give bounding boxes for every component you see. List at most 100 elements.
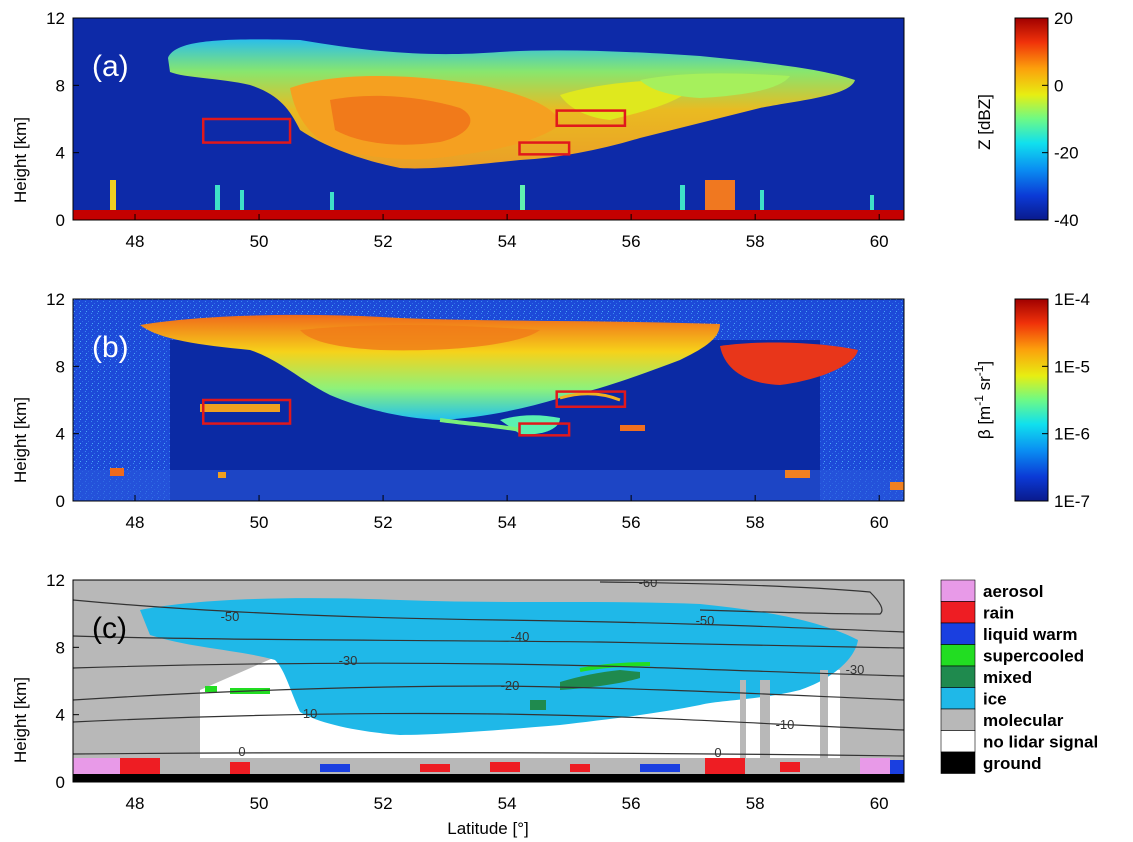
contour-label: -40 [511, 629, 530, 644]
colorbar-tick-label: -40 [1054, 211, 1079, 230]
legend-label: rain [983, 604, 1014, 623]
highlight-box [201, 117, 292, 144]
legend-swatch [940, 687, 976, 710]
y-tick-label: 0 [56, 773, 65, 792]
y-axis-label-a: Height [km] [11, 117, 30, 203]
y-tick-label: 8 [56, 76, 65, 95]
colorbar-a: 20 0 -20 -40 Z [dBZ] [975, 9, 1079, 230]
contour-label: -10 [299, 706, 318, 721]
contour-label: -50 [221, 609, 240, 624]
colorbar-b: 1E-4 1E-5 1E-6 1E-7 β [m-1 sr-1] [972, 290, 1090, 511]
y-tick-label: 12 [46, 290, 65, 309]
contour-labels: -60 -50 -50 -40 -30 -30 -20 -10 -10 0 0 [221, 575, 865, 760]
x-tick-label: 48 [126, 794, 145, 813]
contour-label: 0 [714, 745, 721, 760]
x-ticks-c: 48 50 52 54 56 58 60 [126, 776, 889, 813]
colorbar-a-ticks: 20 0 -20 -40 [1042, 9, 1079, 230]
legend-label: mixed [983, 668, 1032, 687]
legend-swatch [940, 730, 976, 753]
highlight-boxes-b [201, 390, 627, 437]
contour-label: -10 [776, 717, 795, 732]
x-tick-label: 50 [250, 513, 269, 532]
legend-swatch [940, 622, 976, 645]
x-tick-label: 50 [250, 794, 269, 813]
contour-label: -30 [846, 662, 865, 677]
y-axis-label-c: Height [km] [11, 677, 30, 763]
legend-swatch [940, 708, 976, 731]
y-ticks-c: 0 4 8 12 [46, 571, 79, 792]
panel-c: -60-50 -50-40-30-30-20-10-100 0 (c) 04812 … [11, 571, 905, 838]
contour-label: -20 [501, 678, 520, 693]
y-tick-label: 12 [46, 9, 65, 28]
x-tick-label: 58 [746, 794, 765, 813]
colorbar-tick-label: 1E-5 [1054, 357, 1090, 376]
contour-label: 0 [238, 744, 245, 759]
legend-swatch [940, 579, 976, 602]
colorbar-b-ticks: 1E-4 1E-5 1E-6 1E-7 [1042, 290, 1090, 511]
legend-label: aerosol [983, 582, 1043, 601]
legend-label: ice [983, 690, 1007, 709]
y-tick-label: 12 [46, 571, 65, 590]
colorbar-tick-label: -20 [1054, 144, 1079, 163]
panel-c-heatmap: -60 -50 -50 -40 -30 -30 -20 -10 -10 0 0 [73, 575, 904, 782]
panel-label-b: (b) [92, 331, 129, 364]
colorbar-tick-label: 0 [1054, 76, 1063, 95]
panel-a-heatmap [73, 18, 904, 220]
colorbar-tick-label: 1E-7 [1054, 492, 1090, 511]
y-ticks-a: 0 4 8 12 [46, 9, 79, 230]
x-tick-label: 60 [870, 794, 889, 813]
x-tick-label: 60 [870, 232, 889, 251]
highlight-box [518, 422, 571, 437]
colorbar-tick-label: 1E-6 [1054, 425, 1090, 444]
y-tick-label: 4 [56, 144, 65, 163]
y-tick-label: 8 [56, 638, 65, 657]
panel-label-c: (c) [92, 612, 127, 645]
x-tick-label: 56 [622, 232, 641, 251]
x-tick-label: 52 [374, 794, 393, 813]
legend-swatch [940, 601, 976, 624]
legend-label: ground [983, 754, 1042, 773]
colorbar-tick-label: 20 [1054, 9, 1073, 28]
y-axis-label-b: Height [km] [11, 397, 30, 483]
legend-swatch [940, 644, 976, 667]
x-tick-label: 54 [498, 232, 517, 251]
contour-label: -50 [696, 613, 715, 628]
x-ticks-b: 48 50 52 54 56 58 60 [126, 495, 889, 532]
highlight-box [555, 109, 627, 127]
legend-label: no lidar signal [983, 733, 1098, 752]
x-tick-label: 58 [746, 232, 765, 251]
colorbar-a-label: Z [dBZ] [975, 94, 994, 150]
highlight-box [518, 141, 571, 156]
x-tick-label: 50 [250, 232, 269, 251]
contour-label: -30 [339, 653, 358, 668]
x-axis-label-c: Latitude [°] [447, 819, 528, 838]
legend-label: molecular [983, 711, 1064, 730]
legend-label: supercooled [983, 647, 1084, 666]
panel-b-heatmap [73, 299, 904, 501]
highlight-boxes-a [201, 109, 627, 156]
x-tick-label: 60 [870, 513, 889, 532]
y-ticks-b: 0 4 8 12 [46, 290, 79, 511]
x-tick-label: 52 [374, 232, 393, 251]
x-tick-label: 56 [622, 513, 641, 532]
panel-label-a: (a) [92, 50, 129, 83]
x-tick-label: 54 [498, 794, 517, 813]
x-tick-label: 56 [622, 794, 641, 813]
x-tick-label: 48 [126, 232, 145, 251]
y-tick-label: 8 [56, 357, 65, 376]
x-tick-label: 52 [374, 513, 393, 532]
contour-label: -60 [639, 575, 658, 590]
legend-swatch [940, 665, 976, 688]
y-tick-label: 0 [56, 492, 65, 511]
legend-label: liquid warm [983, 625, 1077, 644]
colorbar-tick-label: 1E-4 [1054, 290, 1090, 309]
highlight-box [555, 390, 627, 408]
y-tick-label: 4 [56, 706, 65, 725]
highlight-box [201, 398, 292, 425]
y-tick-label: 4 [56, 425, 65, 444]
x-tick-label: 54 [498, 513, 517, 532]
legend-swatch [940, 751, 976, 774]
